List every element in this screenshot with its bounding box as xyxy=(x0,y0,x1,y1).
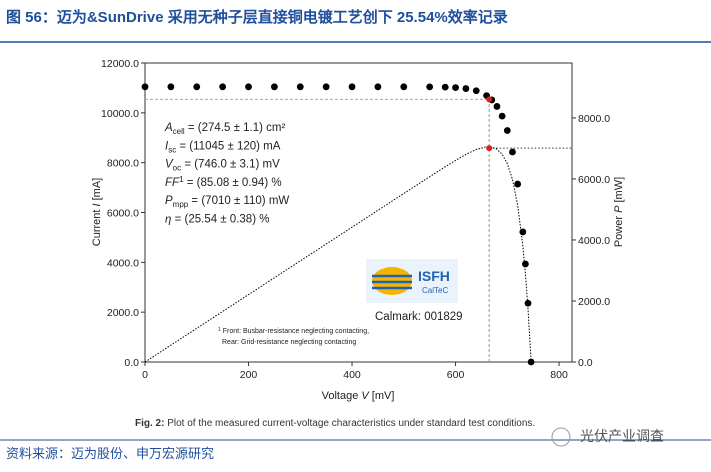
x-tick-label: 0 xyxy=(142,369,148,381)
x-tick-label: 400 xyxy=(343,369,361,381)
y2-tick-label: 4000.0 xyxy=(578,235,610,247)
annotation: FF1 = (85.08 ± 0.94) % xyxy=(165,175,282,189)
x-tick-label: 800 xyxy=(550,369,568,381)
annotation-text: = (274.5 ± 1.1) cm² xyxy=(185,122,286,134)
y2-tick-label: 8000.0 xyxy=(578,113,610,125)
y-axis-label: Current I [mA] xyxy=(91,178,103,246)
y-tick-label: 8000.0 xyxy=(107,158,139,170)
y-axis-label-unit: [mA] xyxy=(91,178,103,204)
current-point xyxy=(524,299,532,307)
current-point xyxy=(493,103,501,110)
y-tick-label: 4000.0 xyxy=(107,257,139,269)
annotation-text: = (7010 ± 110) mW xyxy=(188,195,289,207)
y-tick-label: 12000.0 xyxy=(101,58,139,70)
y2-axis-label-symbol: P xyxy=(613,205,625,213)
current-point xyxy=(219,83,227,91)
current-point xyxy=(472,87,480,95)
y-axis-label-symbol: I xyxy=(91,203,103,206)
power-curve xyxy=(144,146,532,363)
current-point xyxy=(374,83,382,91)
x-tick-label: 200 xyxy=(240,369,258,381)
mpp-current-point xyxy=(486,96,493,103)
caption-label: Fig. 2: xyxy=(135,418,164,429)
current-point xyxy=(441,83,449,91)
current-point xyxy=(270,83,278,91)
logo-lines xyxy=(372,274,412,290)
footnote-mark: 1 xyxy=(218,327,221,333)
watermark-icon xyxy=(551,427,571,447)
y2-axis-label: Power P [mW] xyxy=(613,177,625,247)
current-point xyxy=(296,83,304,91)
annotation-sup: 1 xyxy=(179,175,184,184)
caption: Fig. 2: Plot of the measured current-vol… xyxy=(135,418,535,429)
y-tick-label: 10000.0 xyxy=(101,108,139,120)
y2-axis-label-unit: [mW] xyxy=(613,177,625,206)
current-point xyxy=(514,180,522,188)
current-point xyxy=(462,85,470,92)
annotation-sub: oc xyxy=(173,164,181,173)
x-axis-label-text: Voltage xyxy=(322,390,362,402)
y2-tick-label: 0.0 xyxy=(578,357,593,369)
annotation-symbol: V xyxy=(165,159,174,171)
current-point xyxy=(503,127,511,134)
logo-sub: CalTeC xyxy=(422,286,448,295)
current-point xyxy=(141,83,149,91)
current-point xyxy=(498,112,506,120)
annotation-symbol: P xyxy=(165,195,173,207)
caption-text: Plot of the measured current-voltage cha… xyxy=(164,418,535,429)
footnote-line: Rear: Grid-resistance neglecting contact… xyxy=(222,339,356,346)
annotation-symbol: A xyxy=(164,122,173,134)
annotation-symbol: FF xyxy=(165,177,180,189)
annotation-symbol: η xyxy=(165,214,171,226)
current-point xyxy=(426,83,434,91)
annotation: Voc = (746.0 ± 3.1) mV xyxy=(165,159,280,173)
logo: ISFH CalTeC xyxy=(366,259,458,303)
calmark: Calmark: 001829 xyxy=(375,311,463,323)
annotation-block: Acell = (274.5 ± 1.1) cm² Isc = (11045 ± … xyxy=(164,122,289,226)
x-axis-label: Voltage V [mV] xyxy=(322,390,395,402)
mpp-power-point xyxy=(486,145,493,152)
current-point xyxy=(400,83,408,91)
annotation-text: = (746.0 ± 3.1) mV xyxy=(181,159,280,171)
current-point xyxy=(348,83,356,91)
y-tick-label: 6000.0 xyxy=(107,208,139,220)
footnote-text: Front: Busbar-resistance neglecting cont… xyxy=(221,328,369,335)
y-axis-label-text: Current xyxy=(91,206,103,246)
title: 图 56：迈为&SunDrive 采用无种子层直接铜电镀工艺创下 25.54%效… xyxy=(6,8,508,26)
annotation-symbol: I xyxy=(165,140,169,152)
source: 资料来源：迈为股份、申万宏源研究 xyxy=(6,446,214,461)
y2-tick-label: 2000.0 xyxy=(578,296,610,308)
y-tick-label: 2000.0 xyxy=(107,307,139,319)
annotation: Isc = (11045 ± 120) mA xyxy=(165,140,281,154)
annotation-sub: mpp xyxy=(173,200,189,209)
current-point xyxy=(452,84,459,91)
annotation-sub: sc xyxy=(168,145,176,154)
current-point xyxy=(509,148,516,156)
annotation-sub: cell xyxy=(173,127,185,136)
annotation-text: = (85.08 ± 0.94) % xyxy=(184,177,282,189)
current-point xyxy=(527,358,535,366)
y-tick-label: 0.0 xyxy=(124,357,139,369)
annotation: η = (25.54 ± 0.38) % xyxy=(165,214,269,226)
x-tick-label: 600 xyxy=(447,369,465,381)
x-axis-label-symbol: V xyxy=(361,390,370,402)
annotation: Acell = (274.5 ± 1.1) cm² xyxy=(164,122,285,136)
annotation-text: = (25.54 ± 0.38) % xyxy=(171,214,269,226)
y2-tick-label: 6000.0 xyxy=(578,174,610,186)
x-axis-label-unit: [mV] xyxy=(369,390,395,402)
current-point xyxy=(322,83,330,91)
annotation-text: = (11045 ± 120) mA xyxy=(176,140,281,152)
current-point xyxy=(245,83,252,91)
plot-frame xyxy=(144,62,573,363)
current-point xyxy=(519,228,527,236)
current-point xyxy=(167,83,175,91)
current-point xyxy=(193,83,201,91)
logo-name: ISFH xyxy=(418,268,450,284)
watermark: 光伏产业调查 xyxy=(580,428,664,444)
annotation: Pmpp = (7010 ± 110) mW xyxy=(165,195,289,209)
y2-axis-label-text: Power xyxy=(613,213,625,247)
current-point xyxy=(522,260,529,268)
footnote-line: 1 Front: Busbar-resistance neglecting co… xyxy=(218,327,369,335)
